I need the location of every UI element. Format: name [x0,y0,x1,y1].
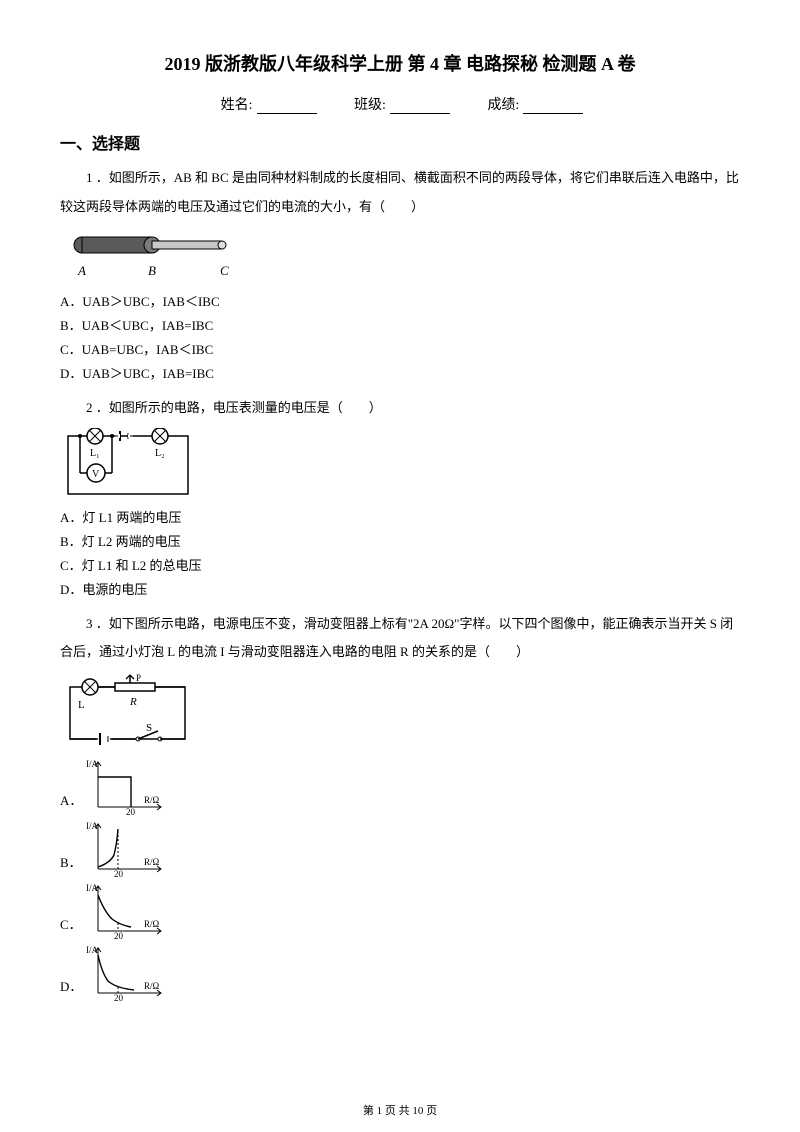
q1-options: A．UAB＞UBC，IAB＜IBC B．UAB＜UBC，IAB=IBC C．UA… [60,291,740,385]
q1-label-c: C [220,263,229,278]
page-footer: 第 1 页 共 10 页 [0,1102,800,1118]
info-line: 姓名: 班级: 成绩: [60,94,740,114]
svg-text:R/Ω: R/Ω [144,919,160,929]
q1-label-b: B [148,263,156,278]
svg-text:20: 20 [114,869,124,879]
q1-figure: A B C [60,227,740,287]
svg-text:I/A: I/A [86,821,98,831]
svg-text:20: 20 [114,993,124,1003]
q3-option-b: B． I/A R/Ω 20 [60,819,740,879]
svg-text:R/Ω: R/Ω [144,795,160,805]
q3-graph-a: I/A R/Ω 20 [86,757,166,817]
q1-option-a: A．UAB＞UBC，IAB＜IBC [60,291,740,313]
score-label: 成绩: [487,98,519,113]
section-title: 一、选择题 [60,130,740,154]
svg-text:R/Ω: R/Ω [144,981,160,991]
svg-text:P: P [136,673,141,683]
class-blank [390,100,450,114]
q3-opt-c-label: C． [60,914,82,933]
q3-text: 3 ．如下图所示电路，电源电压不变，滑动变阻器上标有"2A 20Ω"字样。以下四… [60,610,740,667]
q3-opt-d-label: D． [60,976,82,995]
class-label: 班级: [354,98,386,113]
svg-text:I/A: I/A [86,883,98,893]
svg-text:S: S [146,722,152,734]
page-title: 2019 版浙教版八年级科学上册 第 4 章 电路探秘 检测题 A 卷 [60,50,740,76]
score-blank [523,100,583,114]
q2-option-a: A．灯 L1 两端的电压 [60,507,740,529]
q2-option-c: C．灯 L1 和 L2 的总电压 [60,555,740,577]
q1-text: 1 ．如图所示，AB 和 BC 是由同种材料制成的长度相同、横截面积不同的两段导… [60,164,740,221]
q2-figure: L₁ L₂ V [60,428,740,503]
q3-opt-a-label: A． [60,790,82,809]
q2-options: A．灯 L1 两端的电压 B．灯 L2 两端的电压 C．灯 L1 和 L2 的总… [60,507,740,601]
svg-text:L₁: L₁ [90,448,100,459]
name-blank [257,100,317,114]
q1-label-a: A [77,263,86,278]
svg-text:I/A: I/A [86,945,98,955]
q1-option-d: D．UAB＞UBC，IAB=IBC [60,363,740,385]
svg-text:20: 20 [126,807,136,817]
q3-graph-d: I/A R/Ω 20 [86,943,166,1003]
name-label: 姓名: [221,98,253,113]
q1-option-c: C．UAB=UBC，IAB＜IBC [60,339,740,361]
q3-graph-c: I/A R/Ω 20 [86,881,166,941]
svg-text:L₂: L₂ [155,448,165,459]
q3-opt-b-label: B． [60,852,82,871]
svg-text:20: 20 [114,931,124,941]
q3-option-c: C． I/A R/Ω 20 [60,881,740,941]
q3-option-d: D． I/A R/Ω 20 [60,943,740,1003]
svg-text:I/A: I/A [86,759,98,769]
svg-text:V: V [92,469,100,480]
q2-option-b: B．灯 L2 两端的电压 [60,531,740,553]
q3-figure: L P R S [60,673,740,753]
q3-option-a: A． I/A R/Ω 20 [60,757,740,817]
q2-option-d: D．电源的电压 [60,579,740,601]
svg-text:L: L [78,699,85,711]
svg-text:R: R [129,696,137,708]
svg-text:R/Ω: R/Ω [144,857,160,867]
q2-text: 2 ．如图所示的电路，电压表测量的电压是（ ） [60,394,740,423]
q1-option-b: B．UAB＜UBC，IAB=IBC [60,315,740,337]
q3-graph-b: I/A R/Ω 20 [86,819,166,879]
